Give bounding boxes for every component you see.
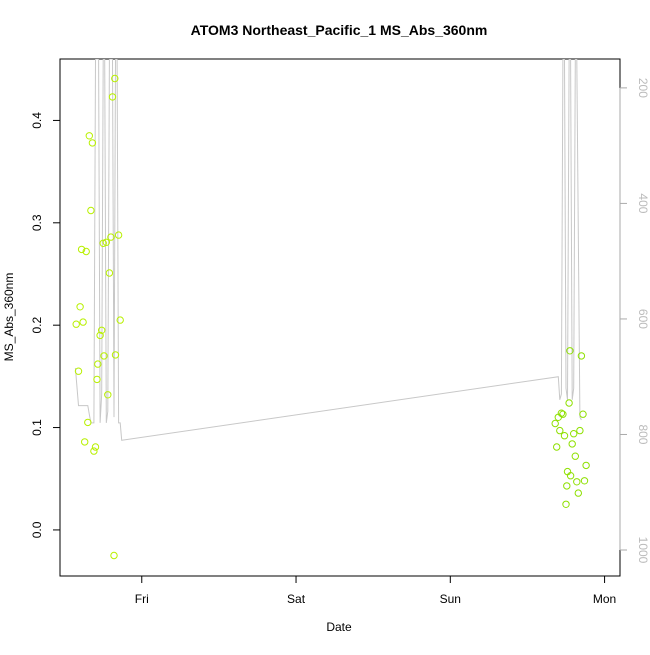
- data-point: [99, 239, 107, 248]
- y2-tick-label: 200: [636, 78, 650, 98]
- data-point: [556, 426, 564, 435]
- data-point: [116, 316, 124, 324]
- data-point: [87, 206, 95, 215]
- data-point: [72, 320, 80, 328]
- data-point: [559, 410, 567, 418]
- x-axis-label: Date: [326, 620, 352, 634]
- data-point: [553, 443, 561, 451]
- y2-tick-label: 1000: [636, 537, 650, 564]
- data-point: [102, 238, 111, 247]
- data-point: [88, 139, 97, 147]
- data-point: [107, 233, 115, 241]
- x-tick-label: Sun: [440, 592, 461, 606]
- data-point: [576, 426, 584, 435]
- data-point: [562, 500, 570, 508]
- data-point: [570, 430, 578, 438]
- data-point: [81, 438, 89, 446]
- data-point: [85, 132, 94, 140]
- data-point: [573, 478, 581, 486]
- y-tick-label: 0.1: [30, 419, 44, 436]
- data-point: [93, 375, 101, 384]
- data-point: [79, 318, 87, 326]
- data-point: [100, 352, 108, 360]
- plot-frame: [59, 58, 621, 577]
- data-point: [557, 409, 566, 417]
- y2-tick-label: 600: [636, 309, 650, 329]
- series-layer: [72, 59, 590, 560]
- data-point: [582, 461, 590, 470]
- y2-axis: 200 400 600 800 1000: [619, 78, 650, 564]
- data-point: [580, 477, 589, 485]
- y-axis: 0.0 0.1 0.2 0.3 0.4: [30, 112, 61, 538]
- y-axis-label: MS_Abs_360nm: [2, 273, 16, 362]
- data-point: [571, 452, 579, 460]
- data-point: [563, 482, 571, 490]
- data-point: [108, 93, 117, 101]
- data-point: [579, 410, 587, 418]
- data-point: [94, 360, 102, 368]
- data-point: [98, 326, 106, 334]
- data-point: [96, 331, 104, 340]
- y-tick-label: 0.2: [30, 317, 44, 334]
- data-point: [565, 399, 573, 407]
- data-point: [114, 231, 123, 239]
- data-point: [568, 440, 576, 448]
- data-point: [84, 418, 92, 427]
- y-tick-label: 0.3: [30, 214, 44, 231]
- y2-tick-label: 800: [636, 424, 650, 444]
- data-point: [566, 472, 575, 480]
- data-point: [104, 391, 112, 399]
- y-tick-label: 0.0: [30, 521, 44, 538]
- data-point: [82, 247, 90, 256]
- x-tick-label: Sat: [287, 592, 306, 606]
- data-point: [76, 303, 84, 311]
- data-point: [91, 443, 100, 451]
- data-point: [111, 351, 120, 359]
- x-tick-label: Fri: [135, 592, 149, 606]
- data-point: [560, 432, 569, 440]
- chart-title: ATOM3 Northeast_Pacific_1 MS_Abs_360nm: [191, 22, 488, 38]
- data-point: [574, 489, 582, 497]
- data-point: [551, 419, 559, 428]
- y-tick-label: 0.4: [30, 112, 44, 129]
- x-tick-label: Mon: [593, 592, 616, 606]
- x-axis: Fri Sat Sun Mon: [135, 575, 616, 606]
- data-point: [110, 551, 118, 560]
- data-point: [566, 347, 574, 355]
- data-point: [90, 447, 98, 455]
- data-point: [77, 245, 86, 254]
- series-line: [74, 59, 582, 441]
- data-point: [111, 74, 119, 83]
- y2-tick-label: 400: [636, 193, 650, 213]
- data-point: [74, 367, 83, 375]
- data-point: [577, 352, 586, 360]
- data-point: [105, 269, 114, 277]
